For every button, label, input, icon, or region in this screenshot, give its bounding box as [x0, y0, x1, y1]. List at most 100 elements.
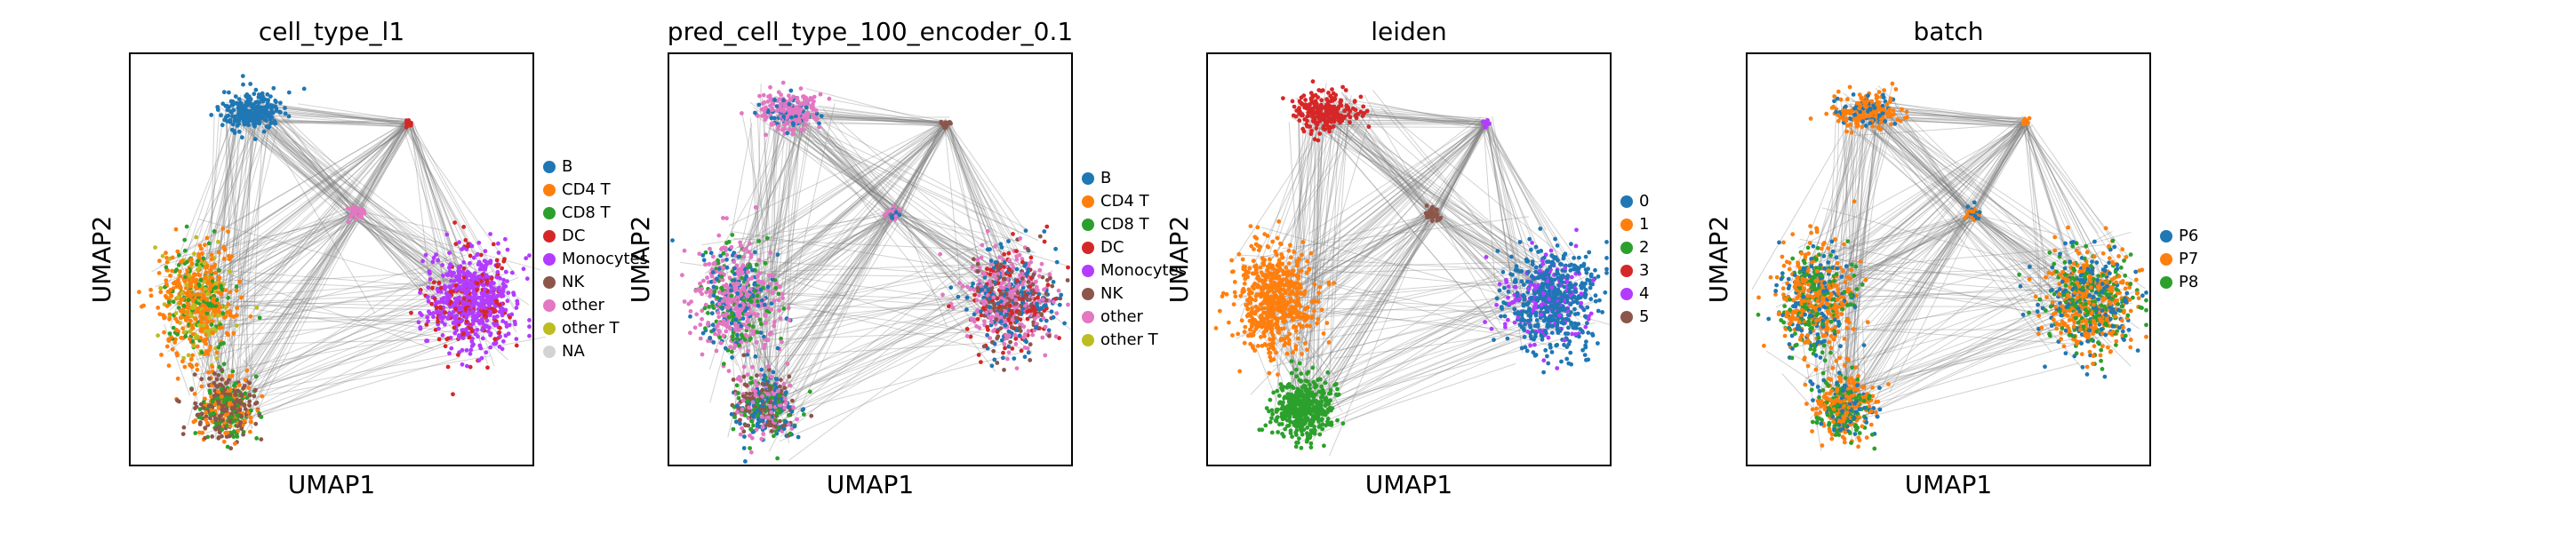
- scatter-point: [197, 265, 203, 270]
- scatter-point: [764, 422, 770, 427]
- graph-edge: [214, 122, 412, 346]
- scatter-point: [168, 273, 172, 278]
- scatter-point: [701, 258, 707, 263]
- scatter-point: [948, 120, 952, 124]
- scatter-point: [203, 275, 208, 281]
- scatter-point: [1051, 280, 1056, 284]
- scatter-point: [196, 292, 202, 297]
- scatter-point: [236, 129, 242, 134]
- graph-edge: [261, 126, 362, 211]
- scatter-point: [741, 248, 746, 252]
- scatter-point: [174, 284, 180, 289]
- scatter-point: [220, 227, 226, 231]
- scatter-point: [505, 279, 509, 283]
- graph-edge: [258, 117, 454, 286]
- graph-edge: [228, 110, 351, 215]
- scatter-point: [1028, 275, 1034, 281]
- graph-edge: [218, 110, 354, 212]
- scatter-point: [729, 288, 733, 293]
- scatter-point: [219, 113, 223, 118]
- scatter-point: [461, 287, 467, 292]
- scatter-point: [223, 305, 228, 310]
- graph-edge: [354, 123, 411, 216]
- scatter-point: [1028, 255, 1034, 260]
- scatter-point: [235, 413, 240, 418]
- scatter-point: [456, 265, 461, 270]
- scatter-point: [244, 368, 250, 373]
- scatter-point: [764, 321, 768, 325]
- scatter-point: [213, 270, 218, 275]
- y-axis-label: UMAP2: [87, 216, 116, 304]
- scatter-point: [773, 285, 779, 290]
- scatter-point: [249, 408, 253, 413]
- scatter-point: [224, 412, 228, 418]
- scatter-point: [452, 301, 457, 306]
- scatter-point: [231, 314, 236, 319]
- scatter-point: [979, 360, 983, 364]
- scatter-point: [346, 219, 351, 225]
- scatter-point: [443, 344, 448, 349]
- scatter-point: [148, 287, 154, 292]
- scatter-point: [252, 91, 257, 97]
- scatter-point: [457, 334, 461, 338]
- legend-marker: [543, 322, 556, 335]
- scatter-point: [711, 328, 716, 332]
- scatter-point: [801, 407, 806, 411]
- scatter-point: [1003, 346, 1007, 351]
- scatter-point: [1020, 285, 1026, 290]
- scatter-point: [212, 264, 217, 269]
- scatter-point: [234, 288, 239, 293]
- scatter-point: [445, 336, 451, 341]
- scatter-point: [999, 338, 1004, 343]
- scatter-point: [256, 108, 261, 114]
- scatter-point: [426, 285, 431, 290]
- scatter-point: [708, 246, 712, 251]
- graph-edge: [221, 217, 356, 320]
- legend-marker: [543, 184, 556, 196]
- scatter-point: [159, 353, 164, 357]
- scatter-point: [194, 235, 199, 240]
- scatter-point: [760, 381, 765, 386]
- scatter-point: [464, 347, 469, 353]
- scatter-area: [670, 80, 1072, 464]
- scatter-point: [488, 309, 493, 314]
- scatter-point: [754, 340, 759, 345]
- graph-edge: [217, 220, 353, 301]
- scatter-point: [212, 371, 217, 376]
- graph-edge: [200, 110, 267, 260]
- scatter-point: [492, 309, 496, 314]
- scatter-point: [764, 132, 768, 138]
- scatter-point: [451, 309, 456, 314]
- scatter-point: [497, 285, 501, 290]
- graph-edge: [246, 104, 480, 282]
- scatter-point: [760, 425, 765, 430]
- legend-item: CD8 T: [1082, 215, 1150, 234]
- scatter-point: [768, 400, 773, 405]
- graph-edge: [349, 121, 406, 215]
- scatter-point: [456, 285, 461, 290]
- scatter-point: [236, 109, 242, 114]
- scatter-point: [750, 364, 755, 370]
- scatter-point: [226, 253, 231, 259]
- scatter-point: [495, 269, 500, 274]
- scatter-point: [348, 212, 354, 218]
- scatter-point: [670, 238, 675, 243]
- scatter-point: [210, 434, 215, 439]
- graph-edge: [169, 97, 244, 329]
- graph-edge: [349, 208, 451, 233]
- scatter-point: [763, 314, 768, 318]
- graph-edge: [166, 213, 353, 353]
- scatter-point: [737, 343, 741, 347]
- scatter-point: [223, 288, 228, 292]
- scatter-point: [226, 302, 231, 306]
- scatter-point: [194, 277, 199, 282]
- scatter-point: [780, 80, 786, 85]
- scatter-point: [235, 323, 239, 328]
- scatter-point: [225, 395, 229, 400]
- scatter-point: [233, 94, 238, 99]
- scatter-point: [189, 323, 195, 328]
- scatter-point: [988, 296, 992, 301]
- scatter-point: [260, 109, 265, 115]
- scatter-point: [735, 291, 740, 296]
- scatter-point: [758, 287, 764, 292]
